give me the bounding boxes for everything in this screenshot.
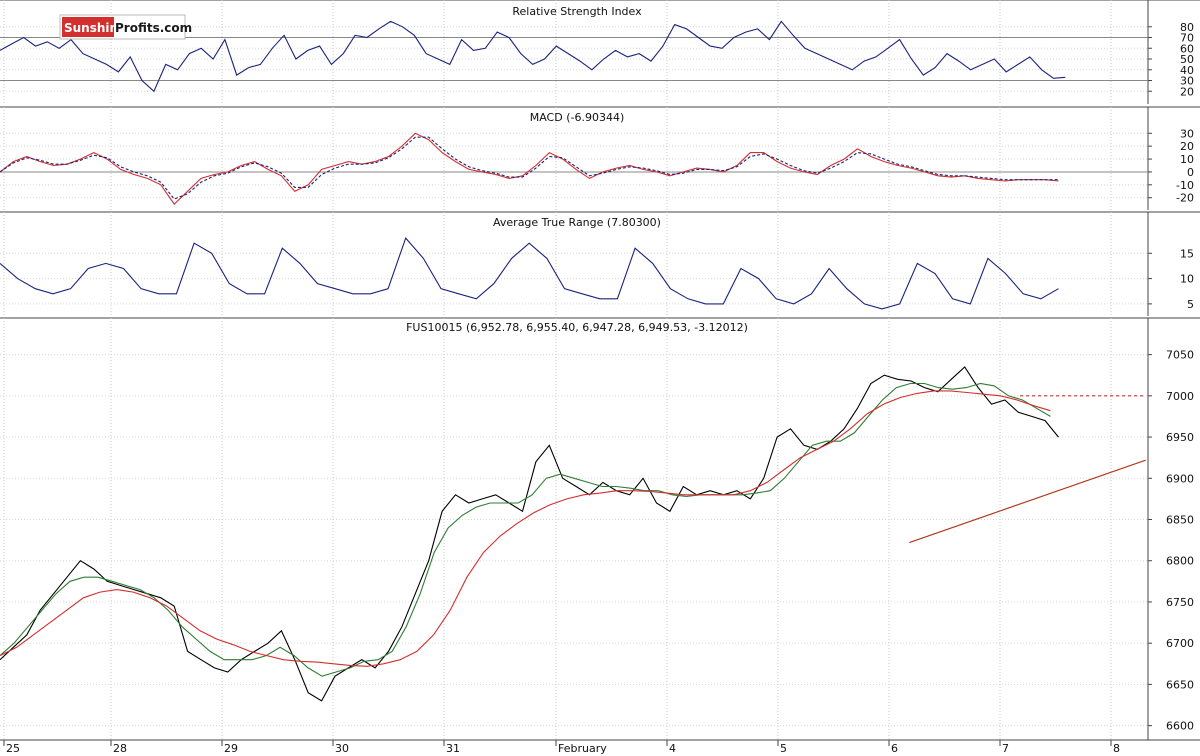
series-line [0, 136, 1059, 200]
y-tick-label: 7050 [1166, 349, 1194, 362]
x-tick-label: 6 [891, 742, 898, 755]
y-tick-label: 15 [1180, 247, 1194, 260]
series-line [0, 382, 1051, 677]
watermark-logo: Sunshine Profits.com [59, 14, 192, 40]
x-tick-label: 28 [113, 742, 127, 755]
series-line [0, 20, 1066, 93]
x-tick-label: 8 [1113, 742, 1120, 755]
y-tick-label: -10 [1176, 179, 1194, 192]
y-tick-label: 10 [1180, 153, 1194, 166]
x-tick-label: 7 [1002, 742, 1009, 755]
x-tick-label: 4 [669, 742, 676, 755]
x-tick-label: 30 [335, 742, 349, 755]
y-tick-label: 6900 [1166, 472, 1194, 485]
macd-title: MACD (-6.90344) [530, 111, 625, 124]
atr-panel: Average True Range (7.80300) 5 10 15 [0, 216, 1194, 311]
logo-text-sunshine: Sunshine [64, 21, 126, 35]
y-tick-label: 6750 [1166, 596, 1194, 609]
price-panel: FUS10015 (6,952.78, 6,955.40, 6,947.28, … [0, 321, 1194, 733]
y-tick-label: 6700 [1166, 637, 1194, 650]
y-tick-label: -20 [1176, 192, 1194, 205]
support-trend-line [909, 459, 1146, 544]
x-tick-label: 25 [6, 742, 20, 755]
y-tick-label: 7000 [1166, 390, 1194, 403]
y-tick-label: 70 [1180, 32, 1194, 45]
y-tick-label: 60 [1180, 42, 1194, 55]
y-tick-label: 6850 [1166, 514, 1194, 527]
rsi-title: Relative Strength Index [512, 5, 642, 18]
logo-text-profits: Profits.com [115, 21, 192, 35]
series-line [0, 132, 1059, 205]
x-axis: 25 28 29 30 31 February 4 5 6 7 8 [3, 740, 1120, 755]
y-tick-label: 6600 [1166, 720, 1194, 733]
series-line [0, 390, 1051, 667]
x-tick-label: 31 [446, 742, 460, 755]
y-tick-label: 5 [1187, 298, 1194, 311]
y-tick-label: 20 [1180, 140, 1194, 153]
series-line [0, 237, 1059, 310]
y-tick-label: 40 [1180, 64, 1194, 77]
y-tick-label: 80 [1180, 21, 1194, 34]
y-tick-label: 6950 [1166, 431, 1194, 444]
y-tick-label: 20 [1180, 85, 1194, 98]
x-tick-label: February [558, 742, 607, 755]
x-tick-label: 5 [780, 742, 787, 755]
y-tick-label: 6800 [1166, 555, 1194, 568]
logo-red-block [62, 17, 114, 37]
price-title: FUS10015 (6,952.78, 6,955.40, 6,947.28, … [406, 321, 748, 334]
y-tick-label: 0 [1187, 166, 1194, 179]
y-tick-label: 30 [1180, 127, 1194, 140]
y-tick-label: 50 [1180, 53, 1194, 66]
y-tick-label: 30 [1180, 75, 1194, 88]
atr-title: Average True Range (7.80300) [493, 216, 661, 229]
y-tick-label: 10 [1180, 273, 1194, 286]
y-tick-label: 6650 [1166, 678, 1194, 691]
x-tick-label: 29 [224, 742, 238, 755]
